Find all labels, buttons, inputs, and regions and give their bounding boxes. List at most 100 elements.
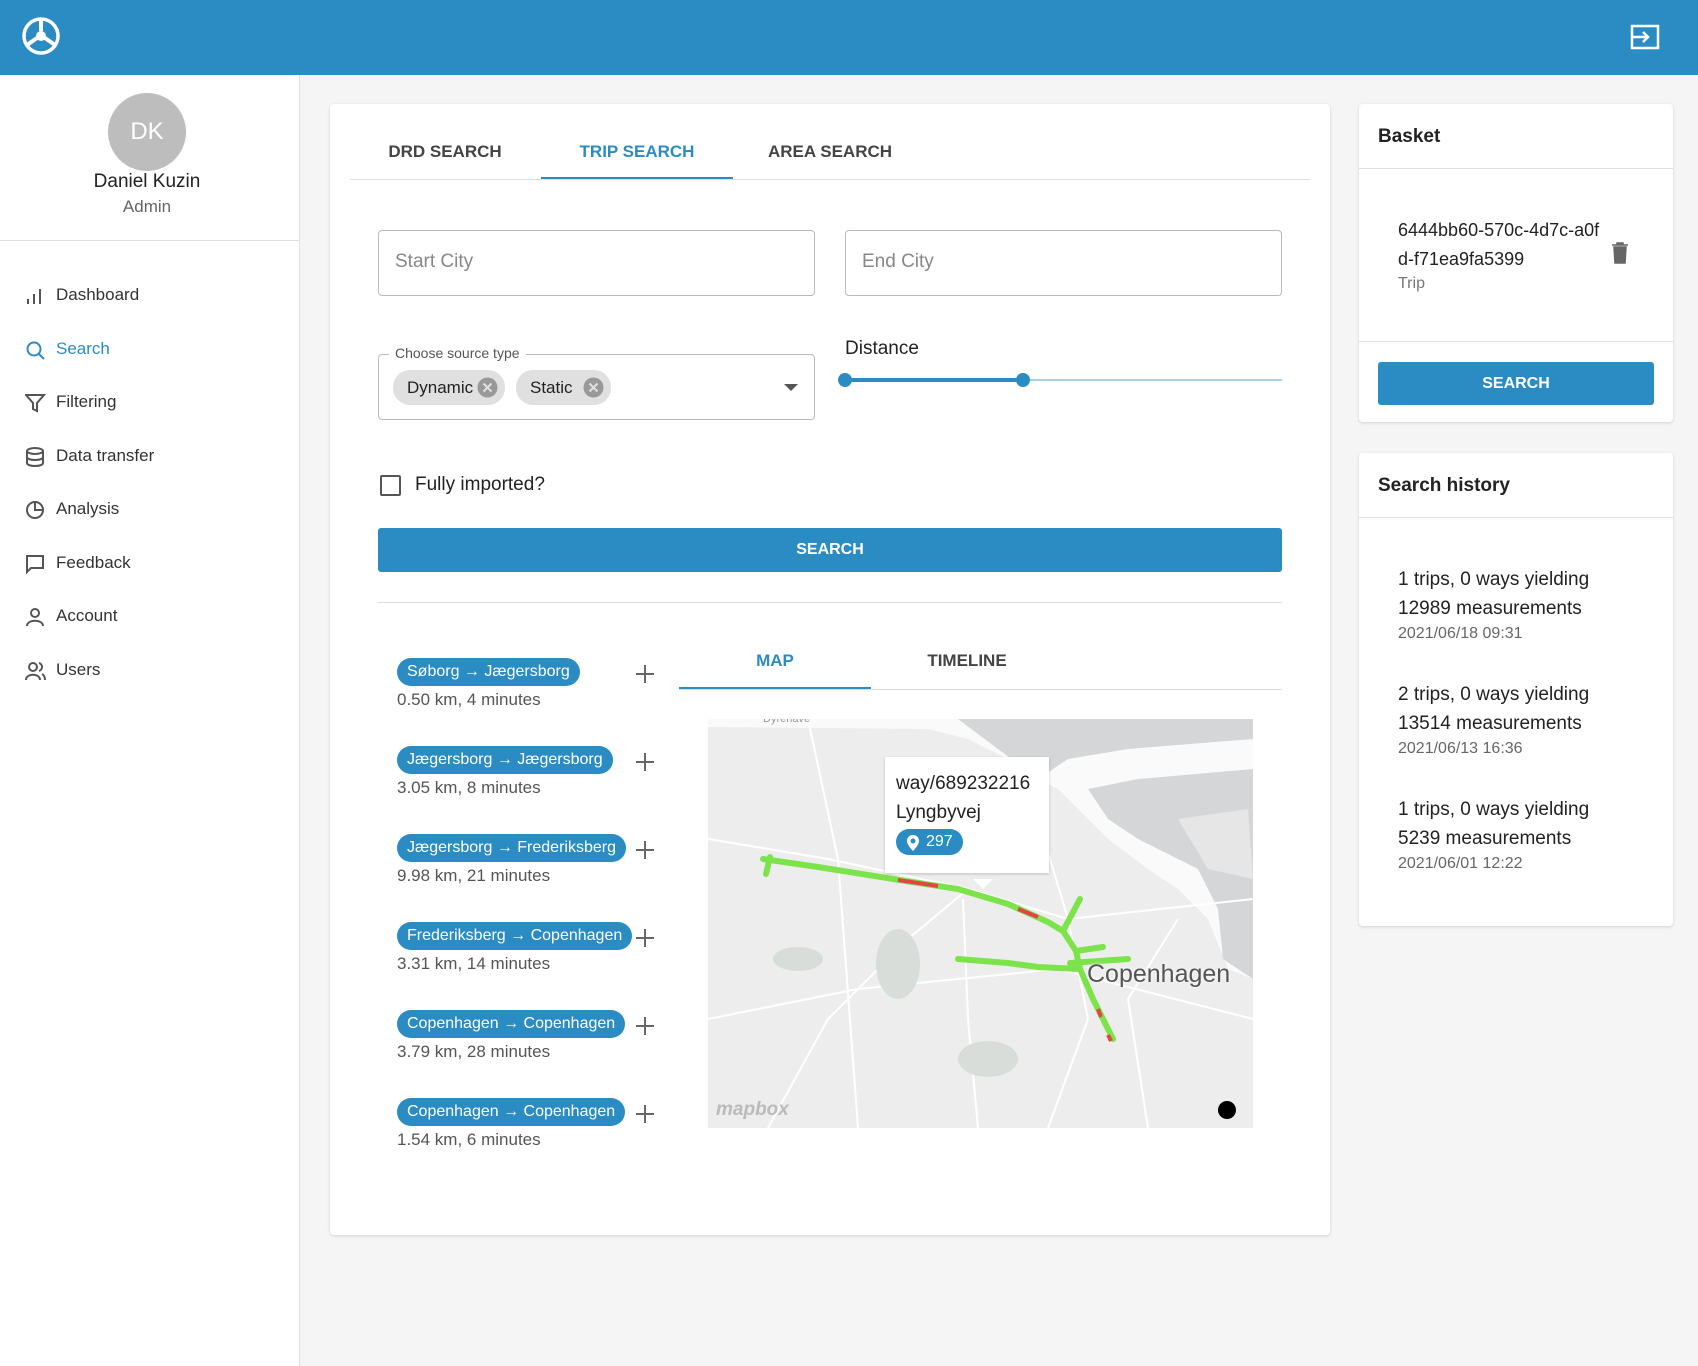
trip-summary: 3.31 km, 14 minutes — [397, 954, 551, 973]
trip-chip[interactable]: Jægersborg → Jægersborg — [397, 746, 613, 774]
map[interactable]: Dyrehave Copenhagen mapbox way/689232216 Lyn… — [708, 719, 1253, 1128]
trip-summary: 3.05 km, 8 minutes — [397, 778, 541, 797]
nav-item[interactable]: Search — [56, 338, 110, 358]
add-button[interactable] — [635, 1016, 655, 1041]
plus-icon — [636, 1105, 654, 1123]
tab[interactable]: AREA SEARCH — [767, 142, 893, 161]
pin-icon — [907, 835, 919, 851]
trip-summary: 0.50 km, 4 minutes — [397, 690, 541, 709]
slider-track — [845, 379, 1282, 381]
nav-icon — [26, 341, 45, 360]
header — [0, 0, 1698, 75]
chip-remove — [477, 377, 498, 398]
divider — [0, 240, 300, 241]
history-card: Search history 1 trips, 0 ways yielding … — [1359, 453, 1673, 926]
add-button[interactable] — [635, 1104, 655, 1129]
tab[interactable]: TRIP SEARCH — [579, 142, 695, 161]
trip-chip[interactable]: Copenhagen → Copenhagen — [397, 1098, 626, 1126]
checkbox[interactable] — [380, 475, 401, 496]
divider — [378, 602, 1282, 603]
map-label: Copenhagen — [1087, 960, 1231, 988]
trip-chip[interactable]: Frederiksberg → Copenhagen — [397, 922, 633, 950]
map-tab[interactable]: MAP — [756, 651, 794, 670]
trip-summary: 1.54 km, 6 minutes — [397, 1130, 541, 1149]
add-button[interactable] — [635, 752, 655, 777]
history-summary[interactable]: 1 trips, 0 ways yielding 12989 measureme… — [1398, 569, 1590, 619]
user-name: Daniel Kuzin — [93, 171, 201, 192]
chip-label: Dynamic — [407, 377, 474, 397]
user-role: Admin — [122, 197, 172, 216]
nav-item[interactable]: Dashboard — [56, 285, 140, 304]
plus-icon — [636, 929, 654, 947]
history-date: 2021/06/13 16:36 — [1398, 740, 1523, 757]
tab-indicator — [541, 177, 733, 179]
nav-icon — [27, 289, 41, 304]
slider-thumb[interactable] — [838, 373, 852, 387]
dropdown-arrow — [784, 384, 798, 391]
plus-icon — [636, 1017, 654, 1035]
logo[interactable] — [20, 15, 62, 57]
nav-icon — [25, 661, 46, 680]
basket-item-id: 6444bb60-570c-4d7c-a0fd-f71ea9fa5399 — [1398, 220, 1600, 269]
plus-icon — [636, 841, 654, 859]
add-button[interactable] — [635, 928, 655, 953]
nav-icon — [26, 446, 44, 467]
nav-icon — [25, 394, 46, 413]
map-label: Dyrehave — [763, 719, 811, 725]
distance-label: Distance — [845, 338, 919, 359]
chip[interactable]: Static — [516, 370, 611, 405]
nav-icon — [26, 554, 44, 574]
popup-name: Lyngbyvej — [896, 802, 981, 823]
tab[interactable]: DRD SEARCH — [388, 142, 502, 161]
nav-item[interactable]: Analysis — [56, 499, 120, 518]
tab-divider — [350, 179, 1310, 180]
trip-chip[interactable]: Copenhagen → Copenhagen — [397, 1010, 626, 1038]
trip-chip[interactable]: Jægersborg → Frederiksberg — [397, 834, 626, 862]
divider — [1359, 517, 1673, 518]
basket-item-kind: Trip — [1398, 275, 1425, 292]
delete-icon[interactable] — [1611, 242, 1629, 264]
plus-icon — [636, 665, 654, 683]
sidebar: DK Daniel Kuzin Admin Dashboard Search Fil… — [0, 75, 300, 1366]
history-summary[interactable]: 1 trips, 0 ways yielding 5239 measuremen… — [1398, 799, 1590, 849]
start-city-input[interactable]: Start City — [378, 230, 815, 296]
nav-item[interactable]: Users — [56, 659, 101, 679]
chip[interactable]: Dynamic — [393, 370, 505, 405]
popup-count: 297 — [896, 829, 963, 855]
info-icon[interactable] — [1218, 1101, 1236, 1119]
map-tab-indicator — [679, 687, 871, 689]
basket-title: Basket — [1378, 126, 1441, 147]
trip-chip[interactable]: Søborg → Jægersborg — [397, 658, 580, 686]
map-tab-divider — [679, 689, 1282, 690]
nav-icon — [26, 608, 44, 627]
select-label: Choose source type — [389, 345, 526, 361]
end-city-input[interactable]: End City — [845, 230, 1282, 296]
placeholder: Start City — [395, 251, 474, 272]
logout-icon[interactable] — [1630, 24, 1660, 50]
checkbox-label: Fully imported? — [415, 474, 545, 495]
popup-way: way/689232216 — [896, 773, 1031, 794]
chip-label: Static — [530, 377, 573, 397]
plus-icon — [636, 753, 654, 771]
nav-item[interactable]: Filtering — [56, 392, 117, 411]
nav-item[interactable]: Account — [56, 606, 118, 625]
search-card: DRD SEARCH TRIP SEARCH AREA SEARCH Start Ci… — [330, 104, 1330, 1235]
avatar: DK — [108, 93, 186, 171]
history-date: 2021/06/01 12:22 — [1398, 855, 1523, 872]
divider — [1359, 168, 1673, 169]
slider-thumb[interactable] — [1016, 373, 1030, 387]
basket-search-button[interactable]: SEARCH — [1378, 362, 1654, 405]
add-button[interactable] — [635, 840, 655, 865]
history-title: Search history — [1378, 475, 1510, 496]
slider-range — [845, 378, 1023, 382]
nav-item[interactable]: Feedback — [56, 552, 131, 572]
nav-item[interactable]: Data transfer — [56, 445, 155, 465]
search-button[interactable]: SEARCH — [378, 528, 1282, 572]
history-summary[interactable]: 2 trips, 0 ways yielding 13514 measureme… — [1398, 684, 1590, 734]
map-tab[interactable]: TIMELINE — [927, 651, 1007, 670]
placeholder: End City — [862, 251, 934, 272]
map-attribution: mapbox — [716, 1099, 789, 1120]
source-type-select[interactable]: Choose source type Dynamic Static — [378, 345, 815, 420]
add-button[interactable] — [635, 664, 655, 689]
